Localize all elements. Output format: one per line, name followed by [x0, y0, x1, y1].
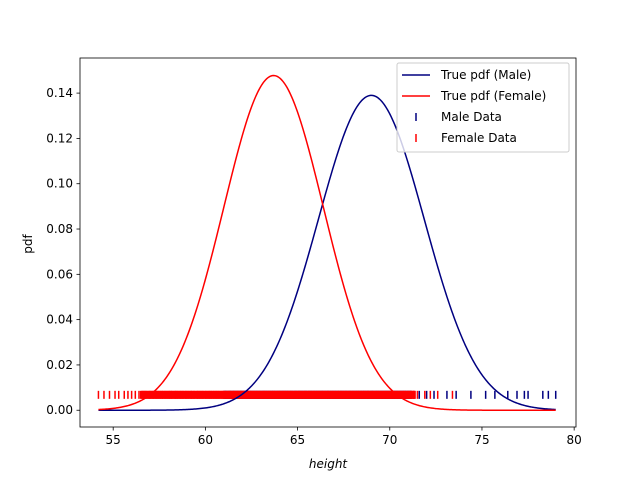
legend-box: [396, 62, 570, 153]
y-tick-label: 0.04: [46, 313, 73, 327]
axes-frame: [79, 57, 577, 428]
female-datarug: [97, 390, 454, 399]
y-tick-label: 0.14: [46, 86, 73, 100]
legend-entry: True pdf (Male): [402, 68, 531, 82]
plot-area: [97, 74, 557, 411]
x-axis-label: height: [309, 457, 349, 471]
legend-entry: Female Data: [415, 131, 517, 145]
legend: True pdf (Male) True pdf (Female) Male Dat…: [396, 62, 570, 153]
legend-entry: True pdf (Female): [402, 89, 546, 103]
legend-label: Female Data: [441, 131, 517, 145]
legend-label: True pdf (Male): [440, 68, 531, 82]
axes: 55 60 65 70 75 80 0.00 0.02 0.04 0.06 0.08 0.10 0.12…: [46, 57, 582, 447]
legend-label: Male Data: [441, 110, 502, 124]
legend-label: True pdf (Female): [440, 89, 546, 103]
x-tick-label: 65: [290, 433, 305, 447]
x-tick-label: 80: [567, 433, 582, 447]
y-tick-label: 0.10: [46, 177, 73, 191]
x-tick-label: 55: [106, 433, 121, 447]
x-tick-label: 60: [198, 433, 213, 447]
x-tick-label: 75: [474, 433, 489, 447]
true-pdf-female-curve: [98, 74, 556, 411]
y-tick-label: 0.06: [46, 267, 73, 281]
y-tick-label: 0.02: [46, 358, 73, 372]
y-tick-label: 0.00: [46, 403, 73, 417]
x-tick-label: 70: [382, 433, 397, 447]
true-pdf-male-curve: [98, 94, 556, 411]
legend-entry: Male Data: [415, 110, 502, 124]
y-tick-label: 0.12: [46, 131, 73, 145]
y-tick-label: 0.08: [46, 222, 73, 236]
y-axis-label: pdf: [21, 234, 35, 254]
